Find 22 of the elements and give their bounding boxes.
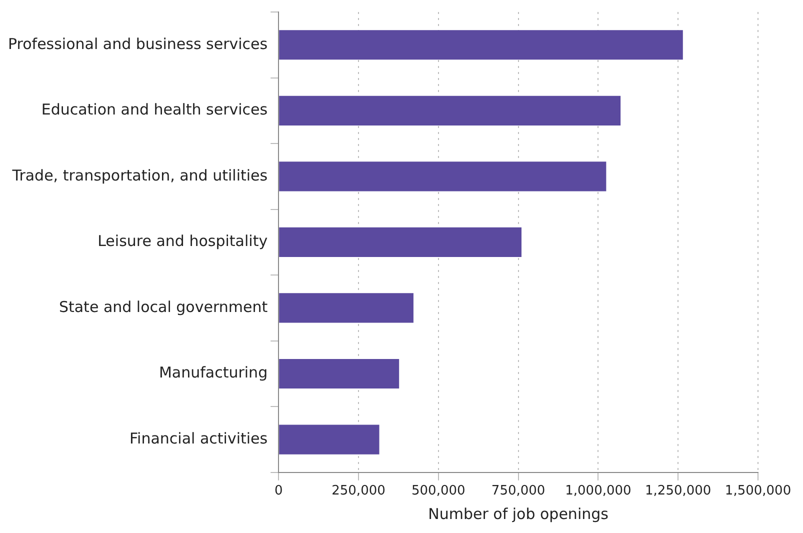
y-tick-label: State and local government — [58, 298, 268, 316]
x-tick-label: 0 — [274, 484, 283, 499]
x-tick-label: 250,000 — [332, 484, 386, 499]
bar — [279, 293, 414, 323]
y-tick-label: Education and health services — [41, 100, 268, 119]
bar — [279, 96, 621, 126]
y-tick-label: Manufacturing — [158, 364, 268, 382]
bar — [279, 424, 380, 454]
y-tick-label: Trade, transportation, and utilities — [11, 166, 268, 184]
x-tick-label: 1,000,000 — [565, 484, 632, 499]
bar — [279, 227, 522, 257]
x-axis-title: Number of job openings — [428, 504, 609, 523]
bar — [279, 358, 400, 389]
y-tick-label: Leisure and hospitality — [98, 232, 268, 250]
x-tick-label: 1,250,000 — [645, 484, 712, 499]
y-tick-label: Financial activities — [130, 429, 268, 448]
x-tick-label: 500,000 — [412, 484, 466, 499]
bar — [279, 30, 683, 60]
x-tick-label: 1,500,000 — [724, 484, 792, 499]
x-tick-label: 750,000 — [491, 484, 546, 499]
bar — [279, 162, 606, 192]
y-tick-label: Professional and business services — [8, 34, 268, 53]
